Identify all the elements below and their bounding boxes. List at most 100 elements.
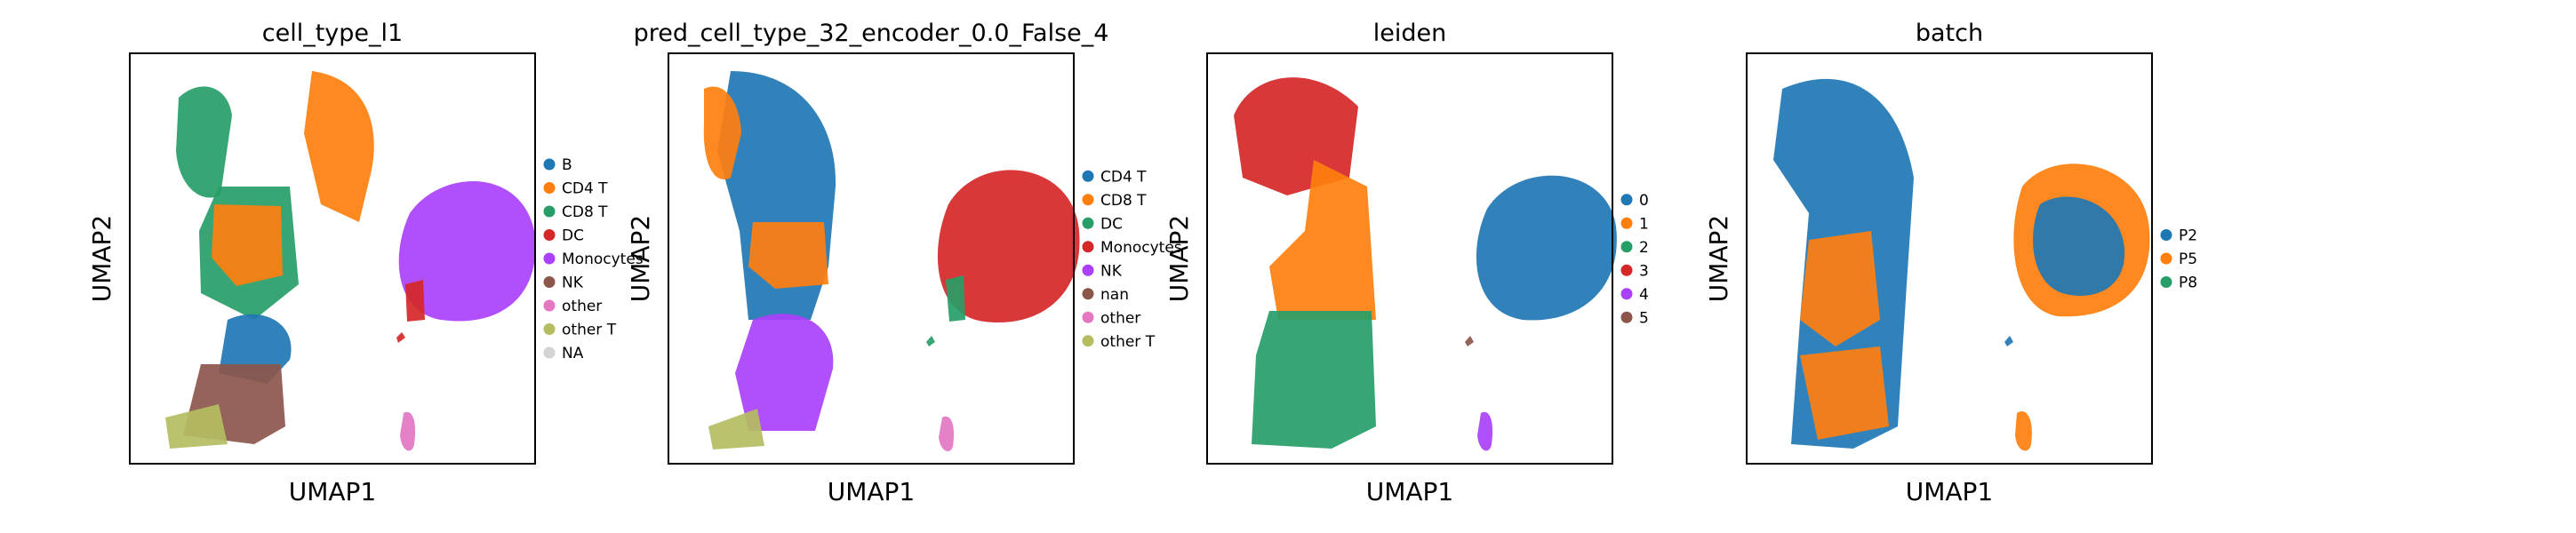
legend-label: NA	[562, 345, 584, 362]
legend-marker	[543, 252, 556, 265]
cluster-6	[2004, 336, 2013, 346]
legend: 0 1 2 3 4 5	[1620, 192, 1649, 327]
legend-marker	[543, 205, 556, 218]
plot-frame	[129, 52, 536, 465]
legend-item: P8	[2160, 274, 2197, 292]
x-axis-label: UMAP1	[289, 477, 377, 506]
legend-marker	[2160, 252, 2172, 265]
legend-item: CD4 T	[1082, 168, 1147, 186]
legend-label: B	[562, 156, 572, 174]
legend-label: 1	[1639, 215, 1649, 233]
cluster-2	[1800, 231, 1880, 346]
legend-marker	[2160, 276, 2172, 288]
legend-marker	[1082, 335, 1094, 347]
legend-item: other T	[1082, 333, 1156, 351]
plot-frame	[668, 52, 1075, 465]
legend-label: NK	[1100, 262, 1123, 280]
cluster-2	[176, 86, 232, 198]
legend-label: 3	[1639, 262, 1649, 280]
cluster-9	[939, 416, 955, 451]
y-axis-label: UMAP2	[626, 215, 655, 303]
legend-label: P2	[2179, 227, 2197, 245]
cluster-6	[937, 170, 1080, 323]
cluster-3	[1252, 311, 1376, 449]
plot-frame	[1746, 52, 2153, 465]
cluster-4	[1476, 175, 1617, 321]
legend-item: other	[543, 298, 602, 315]
y-axis-label: UMAP2	[1704, 215, 1733, 303]
legend-item: Monocytes	[1082, 239, 1182, 257]
legend-marker	[1620, 217, 1633, 229]
legend-item: 5	[1620, 309, 1649, 327]
legend-item: CD8 T	[543, 203, 608, 221]
legend-label: Monocytes	[562, 251, 644, 268]
umap-panel-2: pred_cell_type_32_encoder_0.0_False_4 UMA…	[626, 20, 1182, 506]
legend-marker	[1082, 264, 1094, 276]
x-axis-label: UMAP1	[1906, 477, 1994, 506]
legend-label: 0	[1639, 192, 1649, 210]
legend-item: B	[543, 156, 572, 174]
cluster-7	[2015, 411, 2032, 451]
cluster-9	[405, 280, 425, 322]
panel-title: batch	[1916, 20, 1983, 47]
panel-title: pred_cell_type_32_encoder_0.0_False_4	[634, 20, 1109, 47]
cluster-5	[1465, 336, 1474, 346]
legend-marker	[1620, 194, 1633, 206]
cluster-3	[1800, 346, 1889, 440]
legend-label: CD4 T	[1100, 168, 1147, 186]
legend-item: other T	[543, 322, 617, 339]
cluster-10	[396, 332, 405, 343]
legend: CD4 T CD8 T DC Monocytes NK nan other other T	[1082, 168, 1182, 351]
cluster-7	[946, 275, 965, 322]
cluster-4	[735, 314, 834, 431]
legend-marker	[1082, 217, 1094, 229]
legend-marker	[543, 323, 556, 335]
legend-label: P8	[2179, 274, 2197, 292]
legend-marker	[543, 229, 556, 241]
umap-panel-1: cell_type_l1 UMAP1 UMAP2 B CD4 T CD8 T DC Monoc…	[87, 20, 644, 506]
legend-label: other T	[1100, 333, 1156, 351]
legend-item: NA	[543, 345, 584, 362]
legend-label: nan	[1100, 286, 1129, 304]
cluster-1	[1234, 77, 1358, 195]
legend-marker	[1620, 241, 1633, 253]
cluster-6	[1477, 411, 1493, 451]
cluster-8	[926, 336, 935, 346]
legend-item: DC	[1082, 215, 1123, 233]
point-clouds	[1234, 77, 1617, 451]
legend-item: 0	[1620, 192, 1649, 210]
y-axis-label: UMAP2	[87, 215, 116, 303]
legend-item: 4	[1620, 286, 1649, 304]
legend-label: 2	[1639, 239, 1649, 257]
legend-label: P5	[2179, 251, 2197, 268]
legend-item: NK	[543, 274, 584, 292]
legend-item: 3	[1620, 262, 1649, 280]
legend-marker	[1082, 288, 1094, 300]
legend-label: CD8 T	[562, 203, 608, 221]
legend-item: other	[1082, 309, 1140, 327]
umap-panel-3: leiden UMAP1 UMAP2 0 1 2 3 4 5	[1164, 20, 1649, 506]
x-axis-label: UMAP1	[1366, 477, 1454, 506]
legend-item: 1	[1620, 215, 1649, 233]
legend-item: 2	[1620, 239, 1649, 257]
legend-marker	[1620, 288, 1633, 300]
legend-label: other	[1100, 309, 1140, 327]
legend-item: nan	[1082, 286, 1129, 304]
panel-title: cell_type_l1	[262, 20, 403, 47]
legend: P2 P5 P8	[2160, 227, 2197, 292]
cluster-5	[708, 409, 764, 449]
point-clouds	[703, 71, 1080, 451]
cluster-2	[703, 86, 741, 179]
cluster-8	[398, 180, 536, 322]
legend-marker	[543, 299, 556, 312]
legend-label: DC	[562, 227, 584, 245]
legend-item: CD8 T	[1082, 192, 1147, 210]
legend-label: Monocytes	[1100, 239, 1182, 257]
point-clouds	[1773, 78, 2150, 451]
legend-label: 4	[1639, 286, 1649, 304]
cluster-5	[2033, 196, 2125, 296]
cluster-7	[165, 404, 228, 449]
x-axis-label: UMAP1	[828, 477, 916, 506]
point-clouds	[165, 71, 536, 451]
